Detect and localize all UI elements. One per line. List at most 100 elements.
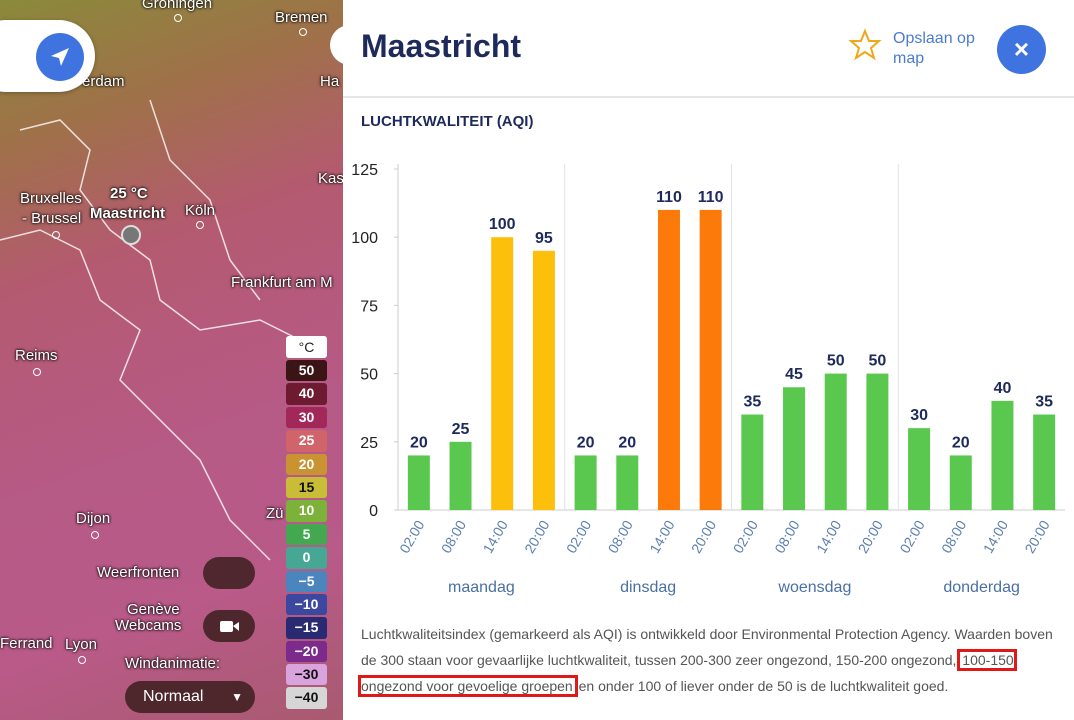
x-tick-label: 08:00	[938, 517, 969, 556]
value-label: 50	[869, 353, 887, 370]
wind-select[interactable]: Normaal ▼	[125, 681, 255, 713]
legend-step: 10	[286, 500, 327, 522]
dropdown-arrow: ▼	[231, 690, 243, 704]
legend-step: 5	[286, 523, 327, 546]
detail-panel: Maastricht Opslaan op map × LUCHTKWALITE…	[343, 0, 1074, 720]
star-icon[interactable]	[848, 28, 882, 62]
legend-step: 20	[286, 453, 327, 475]
city-label: erdam	[82, 73, 125, 90]
x-tick-label: 02:00	[896, 517, 927, 556]
bar	[783, 387, 806, 510]
legend-step: 0	[286, 547, 327, 569]
bar	[699, 209, 722, 511]
bar	[991, 400, 1014, 510]
bar	[657, 209, 680, 511]
city-label: Kas	[318, 170, 343, 187]
city-label: Reims	[15, 347, 58, 364]
bar	[574, 455, 597, 510]
city-label: Frankfurt am M	[231, 274, 333, 291]
bar	[824, 373, 847, 510]
legend-step: 30	[286, 406, 327, 429]
x-tick-label: 14:00	[813, 517, 844, 556]
bar	[532, 250, 555, 510]
legend-step: −5	[286, 570, 327, 592]
value-label: 20	[577, 434, 595, 451]
locate-icon	[51, 48, 69, 66]
city-label: Ferrand	[0, 635, 53, 652]
webcams-toggle[interactable]	[203, 610, 255, 642]
description-text: en onder 100 of liever onder de 50 is de…	[578, 678, 949, 694]
aqi-chart: 0 25 50 75 100 125 maandag dinsdag woensdag donde…	[351, 162, 1065, 596]
legend-step: −20	[286, 640, 327, 663]
legend-step: −10	[286, 593, 327, 616]
city-label: - Brussel	[22, 210, 82, 227]
map[interactable]: Groningen Bremen erdam Ha Kas Bruxelles …	[0, 0, 343, 720]
city-label: Groningen	[142, 0, 213, 12]
bar	[1033, 414, 1056, 510]
y-tick-label: 100	[351, 230, 378, 247]
group-label: woensdag	[777, 579, 851, 596]
value-label: 95	[535, 230, 553, 247]
bar	[449, 441, 472, 510]
fronts-label: Weerfronten	[97, 564, 180, 581]
x-tick-label: 14:00	[479, 517, 510, 556]
city-label: Genève	[127, 601, 180, 618]
close-button[interactable]: ×	[997, 25, 1046, 74]
group-label: maandag	[448, 579, 515, 596]
legend-step: 25	[286, 430, 327, 452]
description-highlight: 100-150 ongezond voor gevoelige groepen	[358, 649, 1017, 697]
y-tick-label: 0	[369, 503, 378, 520]
y-tick-label: 75	[360, 298, 378, 315]
x-tick-label: 08:00	[771, 517, 802, 556]
camera-icon	[220, 621, 239, 632]
section-title: LUCHTKWALITEIT (AQI)	[361, 113, 534, 130]
legend-step: −15	[286, 617, 327, 639]
bar	[866, 373, 889, 510]
webcams-label: Webcams	[115, 617, 182, 634]
y-tick-label: 125	[351, 162, 378, 179]
borders	[0, 99, 301, 561]
x-tick-label: 14:00	[646, 517, 677, 556]
fronts-toggle[interactable]	[203, 557, 255, 589]
locate-button[interactable]	[36, 33, 84, 81]
bar	[491, 237, 514, 510]
value-label: 35	[1035, 394, 1053, 411]
x-tick-label: 20:00	[855, 517, 886, 556]
temperature-legend: °C 50 40 30 25 20 15 10 5 0 −5 −10 −15 −20 −30 −40	[286, 336, 327, 711]
group-label: donderdag	[943, 579, 1020, 596]
x-tick-label: 14:00	[980, 517, 1011, 556]
x-tick-label: 02:00	[730, 517, 761, 556]
save-link[interactable]: Opslaan op map	[893, 30, 975, 67]
value-label: 45	[785, 366, 803, 383]
city-label: Dijon	[76, 510, 111, 527]
x-tick-label: 02:00	[563, 517, 594, 556]
value-label: 110	[656, 189, 682, 206]
x-tick-label: 20:00	[521, 517, 552, 556]
city-dot	[52, 231, 60, 239]
map-button[interactable]	[330, 25, 343, 65]
value-label: 25	[452, 421, 470, 438]
value-label: 30	[910, 407, 928, 424]
x-tick-label: 20:00	[1021, 517, 1052, 556]
city-dot	[78, 656, 86, 664]
wind-label: Windanimatie:	[125, 655, 221, 672]
city-dot	[196, 221, 204, 229]
x-tick-label: 08:00	[438, 517, 469, 556]
description: Luchtkwaliteitsindex (gemarkeerd als AQI…	[358, 621, 1061, 699]
value-label: 100	[489, 216, 516, 233]
bar	[616, 455, 639, 510]
value-label: 40	[994, 380, 1012, 397]
legend-unit: °C	[286, 336, 327, 358]
value-label: 35	[743, 394, 761, 411]
legend-step: −30	[286, 664, 327, 686]
city-dot	[299, 28, 307, 36]
city-label: Bruxelles	[20, 190, 82, 207]
search-bar[interactable]	[0, 20, 95, 92]
city-dot	[174, 14, 182, 22]
x-tick-label: 08:00	[604, 517, 635, 556]
legend-step: 15	[286, 476, 327, 499]
city-label: Lyon	[65, 636, 97, 653]
city-label: Maastricht	[90, 205, 166, 222]
group-label: dinsdag	[620, 579, 676, 596]
